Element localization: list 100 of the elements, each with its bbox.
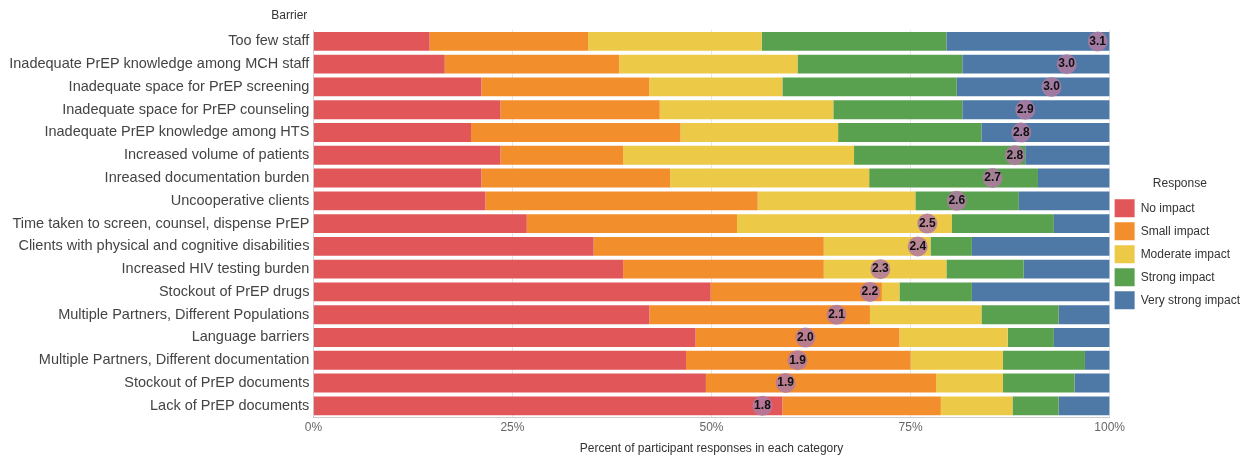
- bar: [1058, 396, 1110, 416]
- bar: [680, 123, 839, 142]
- annotation: 2.3: [871, 261, 889, 276]
- bar: [971, 282, 1110, 302]
- x-tick-label: 75%: [898, 419, 923, 434]
- annotation: 2.8: [1012, 124, 1030, 139]
- bar: [946, 31, 1110, 51]
- x-tick-label: 0%: [304, 419, 323, 434]
- bar: [782, 77, 957, 97]
- bar: [951, 214, 1054, 234]
- bar: [313, 350, 687, 370]
- bar: [313, 282, 711, 302]
- bar: [313, 373, 706, 393]
- y-tick-label: Lack of PrEP documents: [150, 396, 310, 413]
- bar: [500, 100, 660, 120]
- bar: [471, 123, 681, 142]
- annotation: 2.2: [861, 284, 879, 299]
- x-tick-label: 100%: [1094, 419, 1126, 434]
- bar: [899, 282, 972, 302]
- bar: [313, 100, 501, 120]
- legend-label: Very strong impact: [1140, 292, 1241, 307]
- annotation: 1.9: [777, 375, 795, 390]
- bar: [1007, 328, 1054, 347]
- bar: [313, 396, 783, 416]
- bar: [757, 191, 916, 211]
- bar: [736, 214, 952, 234]
- y-tick-label: Inadequate space for PrEP counseling: [62, 100, 310, 117]
- bar: [936, 373, 1003, 393]
- bar: [313, 328, 696, 347]
- y-tick-label: Inadequate PrEP knowledge among MCH staff: [9, 55, 311, 72]
- legend-label: Moderate impact: [1140, 246, 1231, 261]
- bar: [313, 31, 430, 51]
- bar: [1053, 328, 1110, 347]
- bar: [313, 168, 482, 188]
- x-tick-label: 25%: [500, 419, 525, 434]
- bar: [313, 305, 650, 325]
- annotation: 2.9: [1016, 102, 1034, 117]
- bar: [910, 350, 1003, 370]
- bar: [782, 396, 941, 416]
- y-tick-label: Stockout of PrEP documents: [124, 374, 310, 391]
- bar: [313, 145, 501, 165]
- bar: [313, 77, 482, 97]
- bar: [899, 328, 1008, 347]
- bar: [313, 259, 624, 279]
- bar: [1084, 350, 1110, 370]
- legend-label: Strong impact: [1140, 269, 1216, 284]
- bar: [481, 168, 671, 188]
- y-tick-label: Clients with physical and cognitive disabilities: [18, 237, 310, 254]
- annotation: 1.8: [754, 398, 772, 413]
- annotation: 1.9: [789, 352, 807, 367]
- annotation: 2.4: [909, 238, 927, 253]
- bar: [686, 350, 911, 370]
- bar: [670, 168, 870, 188]
- bar: [526, 214, 737, 234]
- bar: [429, 31, 589, 51]
- bar: [593, 236, 824, 256]
- bar: [444, 54, 620, 74]
- y-tick-label: Inadequate space for PrEP screening: [68, 77, 310, 94]
- y-tick-label: Inadequate PrEP knowledge among HTS: [44, 123, 310, 140]
- bar: [481, 77, 650, 97]
- bar: [869, 305, 982, 325]
- bar: [1002, 373, 1075, 393]
- bar: [623, 259, 824, 279]
- annotation: 2.6: [948, 193, 966, 208]
- annotation: 3.0: [1058, 56, 1076, 71]
- y-tick-label: Too few staff: [228, 32, 311, 49]
- bar: [649, 77, 783, 97]
- bar: [971, 236, 1110, 256]
- annotation: 2.1: [828, 307, 846, 322]
- bar: [946, 259, 1024, 279]
- x-axis-title: Percent of participant responses in each category: [579, 441, 844, 456]
- bar: [313, 123, 472, 142]
- bar: [1037, 168, 1110, 188]
- bar: [962, 54, 1110, 74]
- legend-label: No impact: [1140, 200, 1196, 215]
- bar: [962, 100, 1110, 120]
- annotation: 3.1: [1089, 33, 1107, 48]
- bar: [313, 191, 486, 211]
- y-tick-label: Stockout of PrEP drugs: [158, 282, 310, 299]
- bar: [649, 305, 870, 325]
- bar: [981, 305, 1059, 325]
- legend-title: Response: [1152, 176, 1208, 191]
- y-tick-label: Increased volume of patients: [123, 146, 310, 163]
- bar: [1074, 373, 1110, 393]
- bar: [588, 31, 762, 51]
- y-tick-label: Inreased documentation burden: [104, 169, 310, 186]
- bar: [1012, 396, 1059, 416]
- bar: [623, 145, 855, 165]
- annotation: 3.0: [1043, 79, 1061, 94]
- bar: [1018, 191, 1110, 211]
- legend-label: Small impact: [1140, 223, 1210, 238]
- bar: [833, 100, 963, 120]
- y-tick-label: Multiple Partners, Different Populations: [58, 305, 310, 322]
- y-axis-title: Barrier: [271, 8, 308, 23]
- y-tick-label: Increased HIV testing burden: [121, 260, 310, 277]
- bar: [313, 214, 527, 234]
- bar: [485, 191, 758, 211]
- bar: [797, 54, 963, 74]
- y-tick-label: Uncooperative clients: [170, 191, 310, 208]
- annotation: 2.7: [984, 170, 1002, 185]
